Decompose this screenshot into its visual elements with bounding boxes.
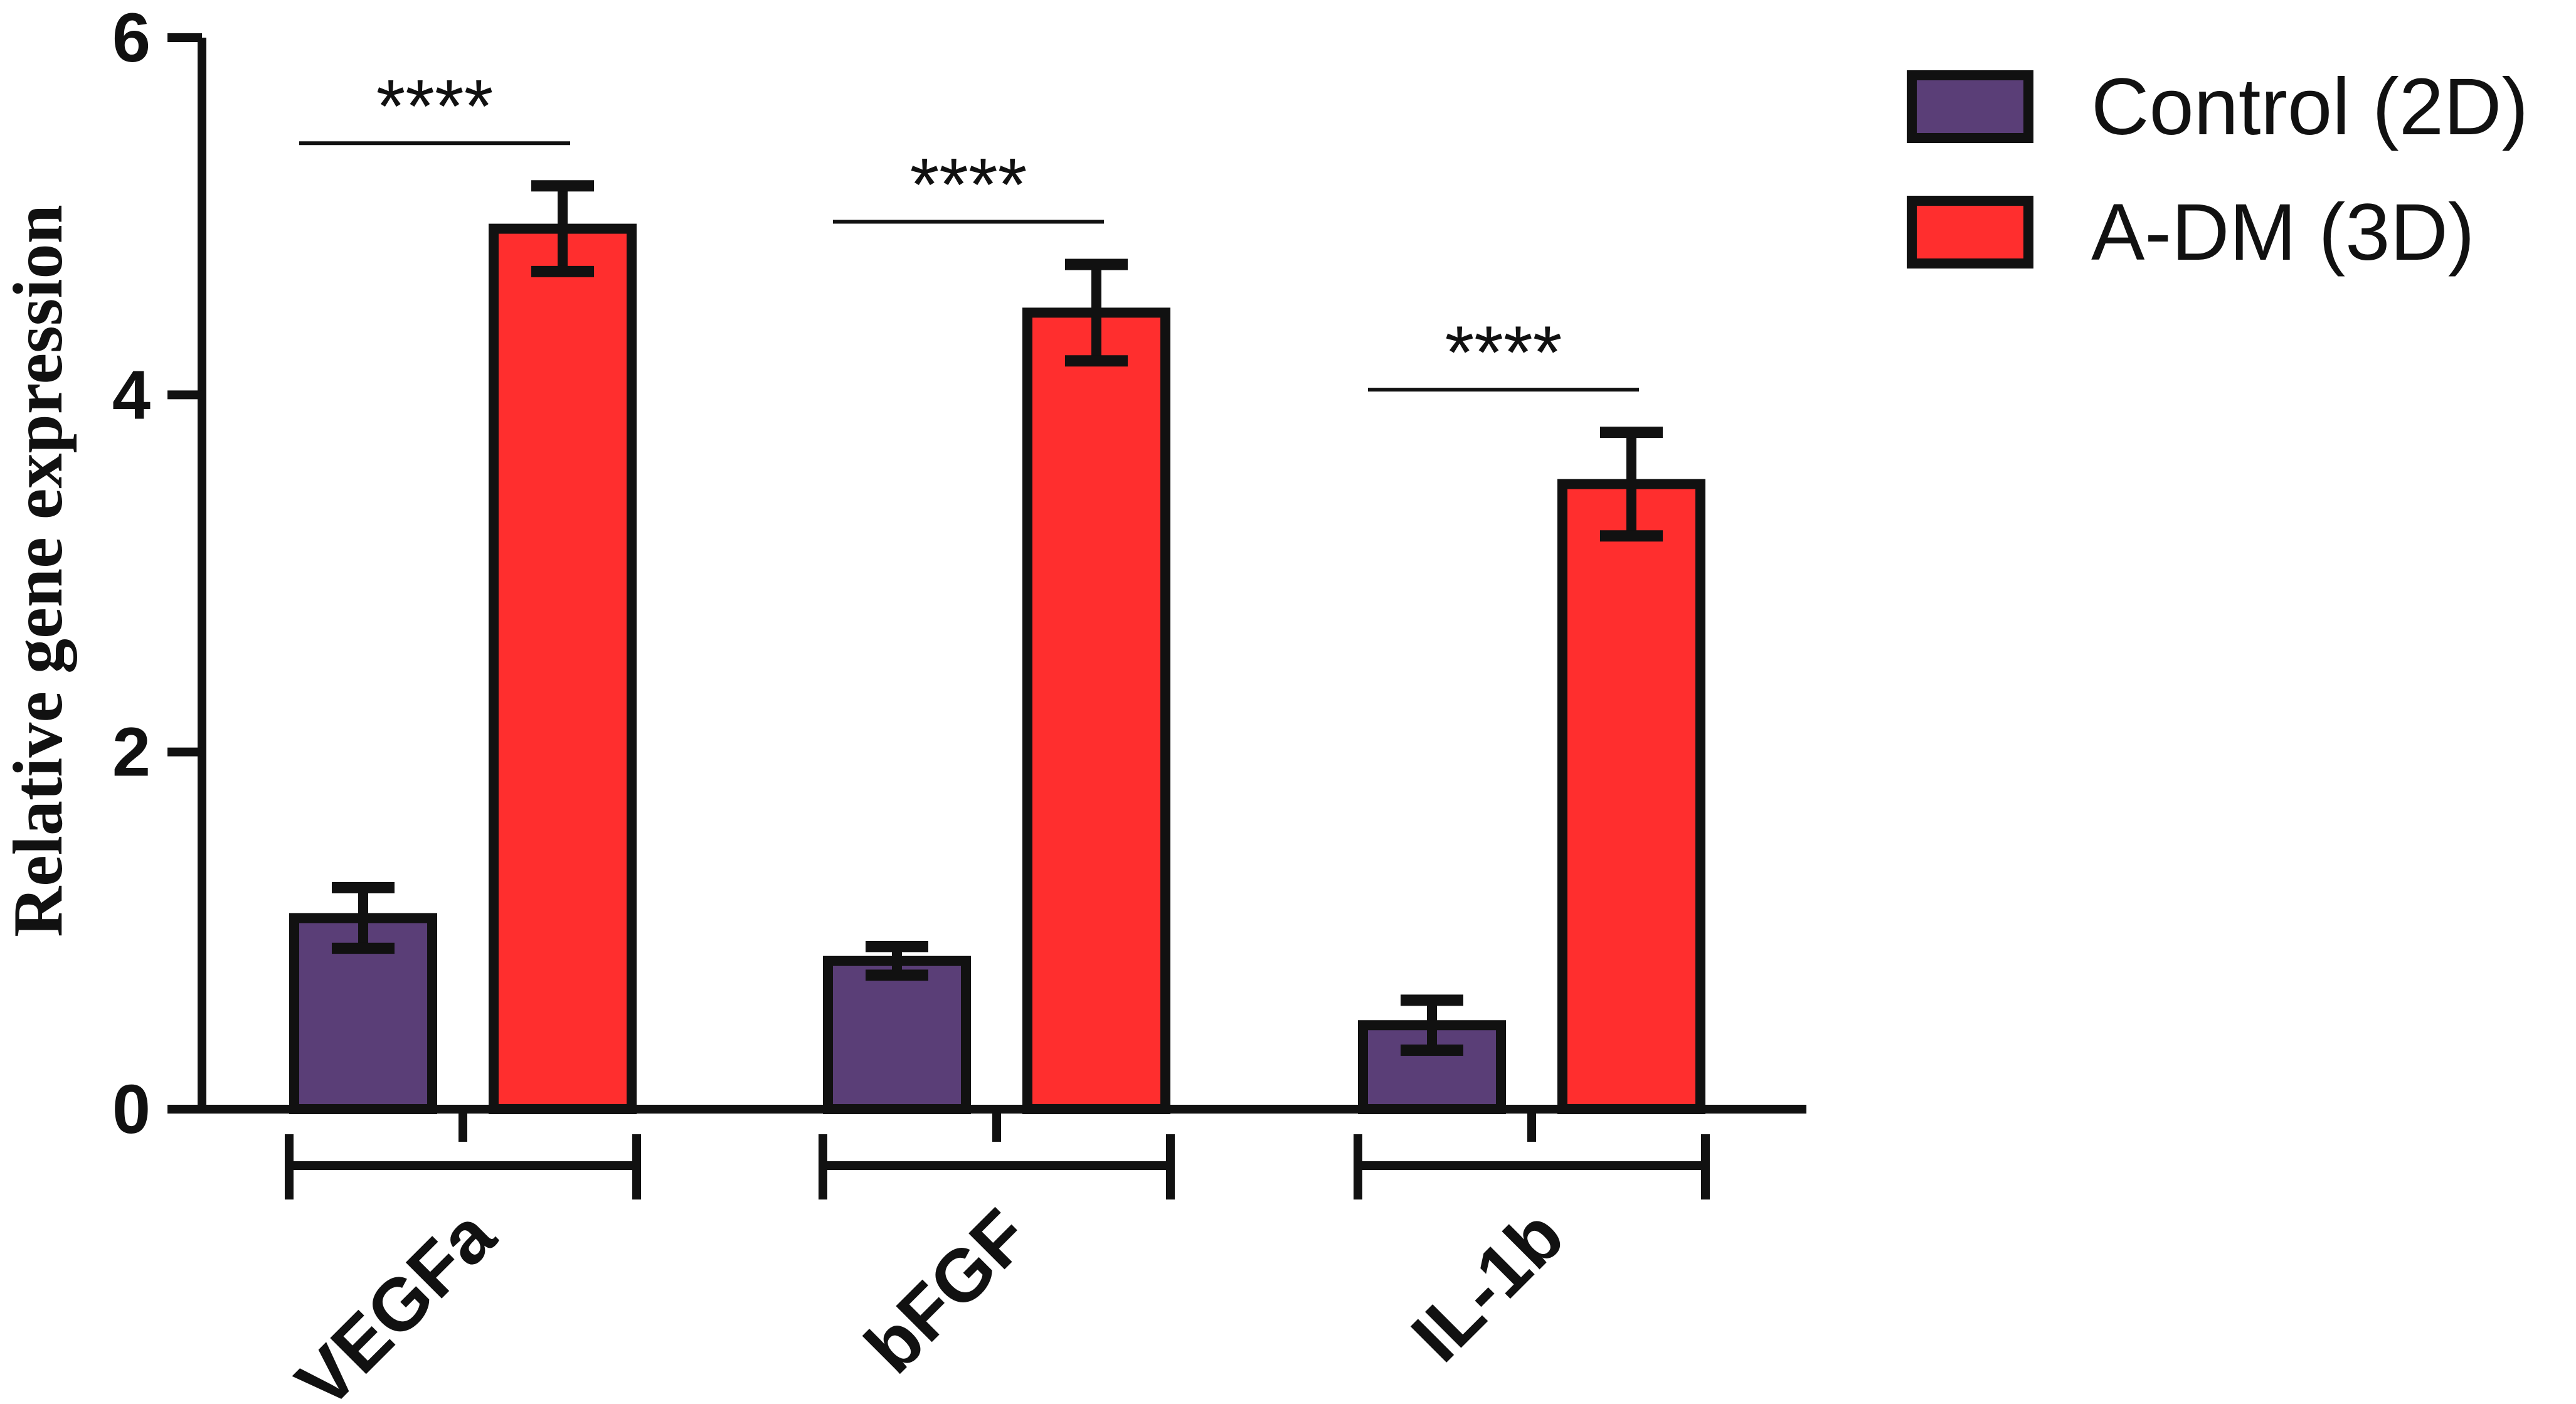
error-bars <box>332 180 1663 1056</box>
significance-markers: **** **** **** <box>299 64 1639 395</box>
category-label: VEGFa <box>280 1193 511 1404</box>
y-tick-label: 6 <box>112 0 151 77</box>
significance-label: **** <box>910 143 1027 227</box>
legend: Control (2D) A-DM (3D) <box>1907 62 2528 277</box>
y-tick-label: 0 <box>112 1071 151 1148</box>
legend-swatch <box>1907 70 2033 143</box>
legend-label: A-DM (3D) <box>2091 188 2475 277</box>
bar <box>489 223 637 1114</box>
legend-swatch <box>1907 196 2033 269</box>
y-tick-label: 4 <box>112 356 151 433</box>
y-axis-label: Relative gene expression <box>0 205 77 937</box>
y-tick-label: 2 <box>112 714 151 791</box>
significance-label: **** <box>376 64 494 148</box>
bar <box>1557 479 1705 1114</box>
significance-label: **** <box>1445 311 1562 395</box>
bar <box>1022 307 1170 1114</box>
bar <box>823 955 971 1115</box>
category-label: IL-1b <box>1396 1194 1580 1378</box>
bars <box>289 223 1705 1115</box>
category-label: bFGF <box>849 1194 1044 1389</box>
legend-label: Control (2D) <box>2091 62 2528 152</box>
category-labels: VEGFa bFGF IL-1b <box>280 1109 1710 1404</box>
